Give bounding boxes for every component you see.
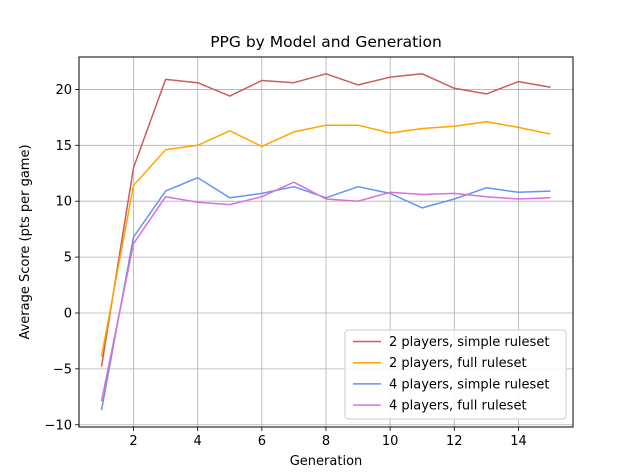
- legend-label: 4 players, full ruleset: [389, 399, 527, 414]
- y-tick-label: −5: [53, 362, 72, 377]
- x-tick-label: 14: [510, 434, 527, 449]
- y-tick-label: −10: [45, 418, 72, 433]
- series-line-3: [100, 176, 551, 411]
- legend-label: 2 players, simple ruleset: [389, 335, 549, 350]
- x-tick-label: 8: [322, 434, 330, 449]
- x-tick-label: 6: [258, 434, 266, 449]
- y-tick-label: 15: [55, 139, 72, 154]
- legend: 2 players, simple ruleset 2 players, full…: [344, 329, 567, 420]
- y-axis-label: Average Score (pts per game): [18, 144, 33, 339]
- x-tick-label: 10: [382, 434, 399, 449]
- series-line-2: [100, 121, 551, 357]
- y-tick-label: 0: [64, 306, 72, 321]
- chart-title: PPG by Model and Generation: [210, 33, 442, 51]
- tick-layer: 2 4 6 8 10 12 14 −10 −5 0 5 10 15 20: [45, 83, 527, 449]
- grid-layer: [79, 57, 573, 427]
- legend-label: 2 players, full ruleset: [389, 356, 527, 371]
- y-tick-label: 20: [55, 83, 72, 98]
- y-tick-label: 10: [55, 195, 72, 210]
- x-axis-label: Generation: [290, 454, 363, 469]
- legend-label: 4 players, simple ruleset: [389, 377, 549, 392]
- x-tick-label: 4: [194, 434, 202, 449]
- y-tick-label: 5: [64, 251, 72, 266]
- series-line-4: [100, 181, 551, 402]
- series-line-1: [100, 73, 551, 367]
- x-tick-label: 2: [129, 434, 137, 449]
- legend-box: [344, 329, 567, 420]
- series-layer: [100, 73, 551, 411]
- x-tick-label: 12: [446, 434, 463, 449]
